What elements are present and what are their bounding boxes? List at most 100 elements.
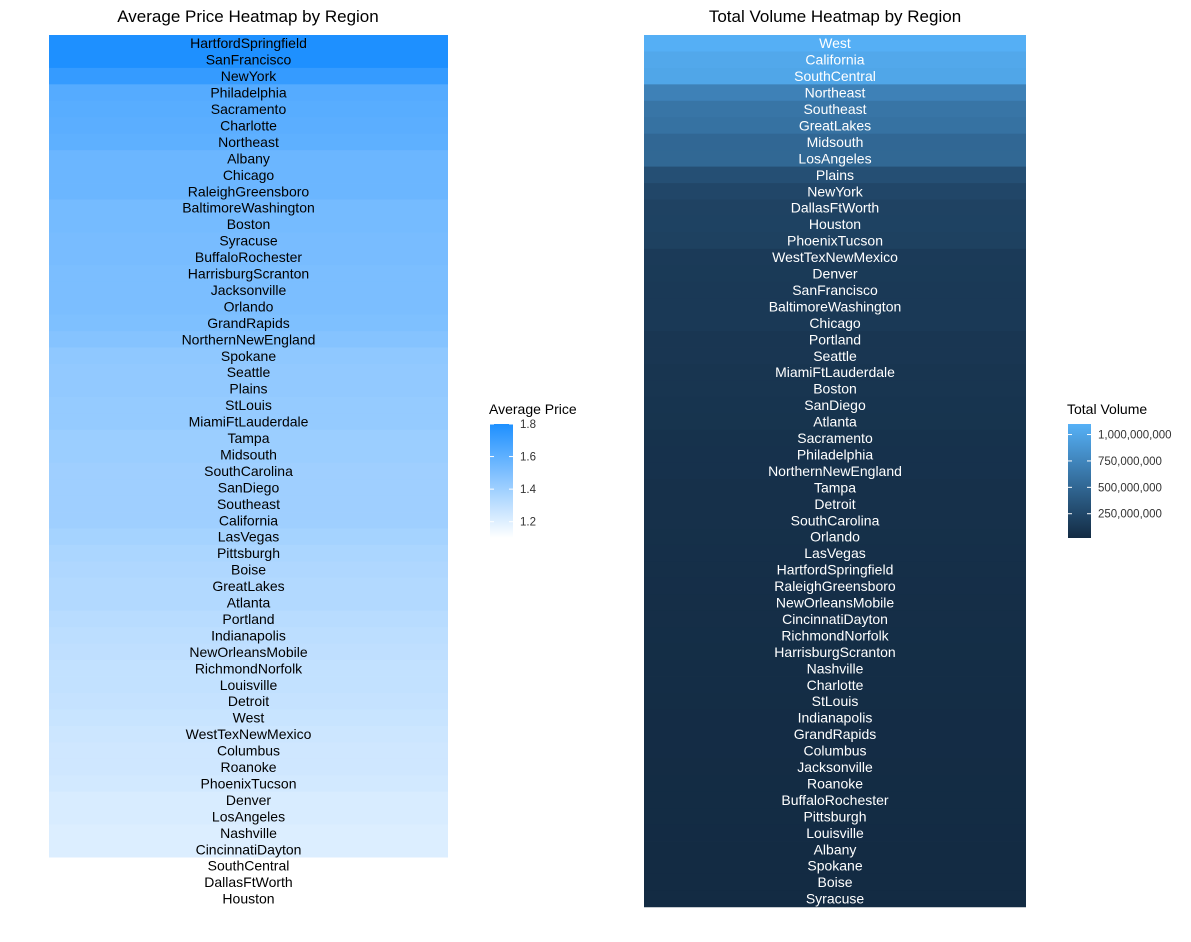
price-cell [49, 758, 448, 776]
volume-row-label: Southeast [803, 101, 866, 117]
volume-row-label: LosAngeles [798, 150, 871, 166]
volume-cell [644, 331, 1026, 348]
price-row-label: NorthernNewEngland [182, 331, 316, 347]
price-row-label: HarrisburgScranton [188, 266, 309, 282]
price-row-label: LasVegas [218, 529, 280, 545]
price-row-label: Southeast [217, 496, 280, 512]
price-row-label: Syracuse [219, 233, 278, 249]
price-row-label: NewYork [221, 68, 278, 84]
volume-row-label: Boise [817, 874, 852, 890]
price-row-label: Charlotte [220, 117, 277, 133]
price-row-label: Boise [231, 562, 266, 578]
price-cell [49, 347, 448, 365]
volume-row-label: Portland [809, 331, 861, 347]
price-cell [49, 824, 448, 842]
price-row-label: SanDiego [218, 479, 280, 495]
price-cell [49, 100, 448, 118]
volume-legend-title: Total Volume [1067, 401, 1147, 417]
price-row-label: California [219, 512, 278, 528]
volume-cell [644, 51, 1026, 69]
volume-row-label: Boston [813, 381, 857, 397]
volume-row-label: Pittsburgh [803, 808, 866, 824]
volume-row-label: NewYork [807, 183, 864, 199]
volume-row-label: GrandRapids [794, 726, 877, 742]
price-row-label: DallasFtWorth [204, 874, 292, 890]
volume-legend-tick-label: 750,000,000 [1098, 456, 1162, 468]
price-legend: Average Price 1.2 1.4 1.6 1.8 [489, 401, 577, 538]
volume-row-label: SouthCarolina [791, 512, 880, 528]
volume-legend: Total Volume 250,000,000 500,000,000 750,0… [1067, 401, 1172, 538]
volume-cell [644, 660, 1026, 677]
price-row-label: Roanoke [220, 759, 276, 775]
volume-row-label: Columbus [803, 743, 866, 759]
price-cell [49, 117, 448, 135]
volume-cell [644, 462, 1026, 480]
volume-chart-title: Total Volume Heatmap by Region [709, 7, 961, 26]
volume-cell [644, 133, 1026, 151]
volume-cell [644, 693, 1026, 710]
volume-row-label: MiamiFtLauderdale [775, 364, 895, 380]
volume-row-label: Sacramento [797, 430, 873, 446]
price-cell [49, 495, 448, 513]
volume-cell [644, 742, 1026, 760]
price-cell [49, 314, 448, 332]
price-row-label: LosAngeles [212, 808, 285, 824]
price-cell [49, 150, 448, 167]
price-row-label: Columbus [217, 743, 280, 759]
volume-row-label: Denver [812, 266, 857, 282]
volume-row-label: StLouis [812, 693, 859, 709]
price-row-label: Tampa [227, 430, 269, 446]
price-cell [49, 857, 448, 875]
volume-row-label: Jacksonville [797, 759, 873, 775]
volume-cell [644, 347, 1026, 365]
volume-row-label: NewOrleansMobile [776, 595, 894, 611]
volume-row-label: HartfordSpringfield [777, 562, 894, 578]
price-row-label: PhoenixTucson [201, 775, 297, 791]
volume-cell [644, 446, 1026, 464]
volume-cell [644, 364, 1026, 381]
volume-row-label: California [805, 52, 864, 68]
price-cell [49, 512, 448, 529]
price-row-label: Orlando [224, 298, 274, 314]
price-cell [49, 183, 448, 200]
volume-cell [644, 725, 1026, 743]
volume-cell [644, 166, 1026, 184]
price-cell [49, 199, 448, 217]
price-cell [49, 265, 448, 283]
price-row-label: Houston [222, 891, 274, 907]
volume-row-label: NorthernNewEngland [768, 463, 902, 479]
volume-cell [644, 577, 1026, 595]
price-row-label: Pittsburgh [217, 545, 280, 561]
price-cell [49, 742, 448, 760]
volume-row-label: Orlando [810, 529, 860, 545]
price-cell [49, 873, 448, 891]
volume-row-label: Midsouth [807, 134, 864, 150]
price-row-label: Atlanta [227, 595, 271, 611]
volume-row-label: Syracuse [806, 891, 865, 907]
price-cell [49, 364, 448, 381]
price-row-label: MiamiFtLauderdale [189, 414, 309, 430]
volume-cell [644, 314, 1026, 332]
price-cell [49, 890, 448, 908]
volume-row-label: Atlanta [813, 414, 857, 430]
volume-cell [644, 709, 1026, 727]
price-row-label: CincinnatiDayton [196, 841, 302, 857]
volume-cell [644, 512, 1026, 529]
price-row-label: GrandRapids [207, 315, 290, 331]
volume-cell [644, 232, 1026, 250]
volume-legend-tick-label: 500,000,000 [1098, 482, 1162, 494]
price-cell [49, 775, 448, 793]
price-cell [49, 446, 448, 464]
price-cell [49, 791, 448, 809]
price-row-label: BuffaloRochester [195, 249, 302, 265]
volume-row-label: Louisville [806, 825, 864, 841]
volume-cell [644, 396, 1026, 414]
price-row-label: SouthCentral [208, 858, 290, 874]
volume-cell [644, 100, 1026, 118]
volume-row-label: RichmondNorfolk [781, 627, 889, 643]
volume-row-label: Charlotte [807, 677, 864, 693]
price-row-label: Plains [229, 381, 267, 397]
volume-row-label: Nashville [807, 660, 864, 676]
volume-cell [644, 643, 1026, 661]
